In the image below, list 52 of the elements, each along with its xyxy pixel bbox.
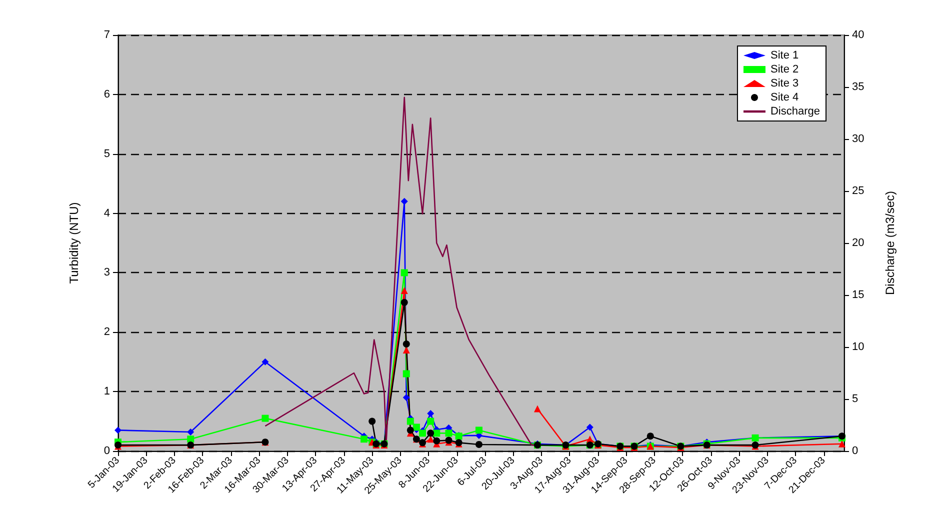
point [262,414,269,422]
point [586,424,594,431]
point [400,269,408,276]
point [433,430,440,437]
y2-tick-label: 30 [852,133,864,145]
point [419,430,426,437]
point [402,394,410,402]
point [406,426,414,434]
y2-tick-label: 5 [852,393,858,405]
point [427,418,434,425]
y2-tick-label: 35 [852,81,864,93]
y-tick-label: 2 [104,326,110,338]
point [412,424,420,431]
y-tick-label: 7 [104,29,110,41]
point [427,410,434,418]
point [427,430,434,437]
point [534,405,541,412]
legend-label: Site 1 [770,50,799,62]
y2-tick-label: 15 [852,289,864,301]
point [406,418,414,425]
y-tick-label: 0 [104,445,110,457]
y-axis-title: Turbidity (NTU) [67,202,81,284]
point [838,440,846,448]
y-tick-label: 4 [104,207,110,220]
point [646,432,654,440]
point [400,298,408,306]
point [368,418,376,425]
point [402,346,410,354]
point [402,340,410,348]
y2-tick-label: 0 [852,445,858,457]
point [400,287,408,294]
point [360,436,368,443]
y-tick-label: 5 [104,148,110,160]
point [475,426,482,434]
point [433,437,440,444]
y-tick-label: 1 [104,386,110,398]
legend-label: Site 2 [770,64,799,76]
point [475,440,482,448]
y2-tick-label: 40 [852,29,864,41]
legend-label: Site 4 [770,92,799,104]
y2-axis-title: Discharge (m3/sec) [883,190,897,296]
y-tick-label: 6 [104,88,110,100]
legend-label: Site 3 [770,78,799,90]
y-tick-label: 3 [104,266,110,279]
y2-tick-label: 25 [852,185,864,197]
point [445,430,452,437]
y2-tick-label: 20 [852,237,864,249]
point [262,358,269,366]
point [400,198,408,205]
y2-tick-label: 10 [852,341,864,353]
legend-label: Discharge [770,106,820,118]
point [402,370,410,378]
